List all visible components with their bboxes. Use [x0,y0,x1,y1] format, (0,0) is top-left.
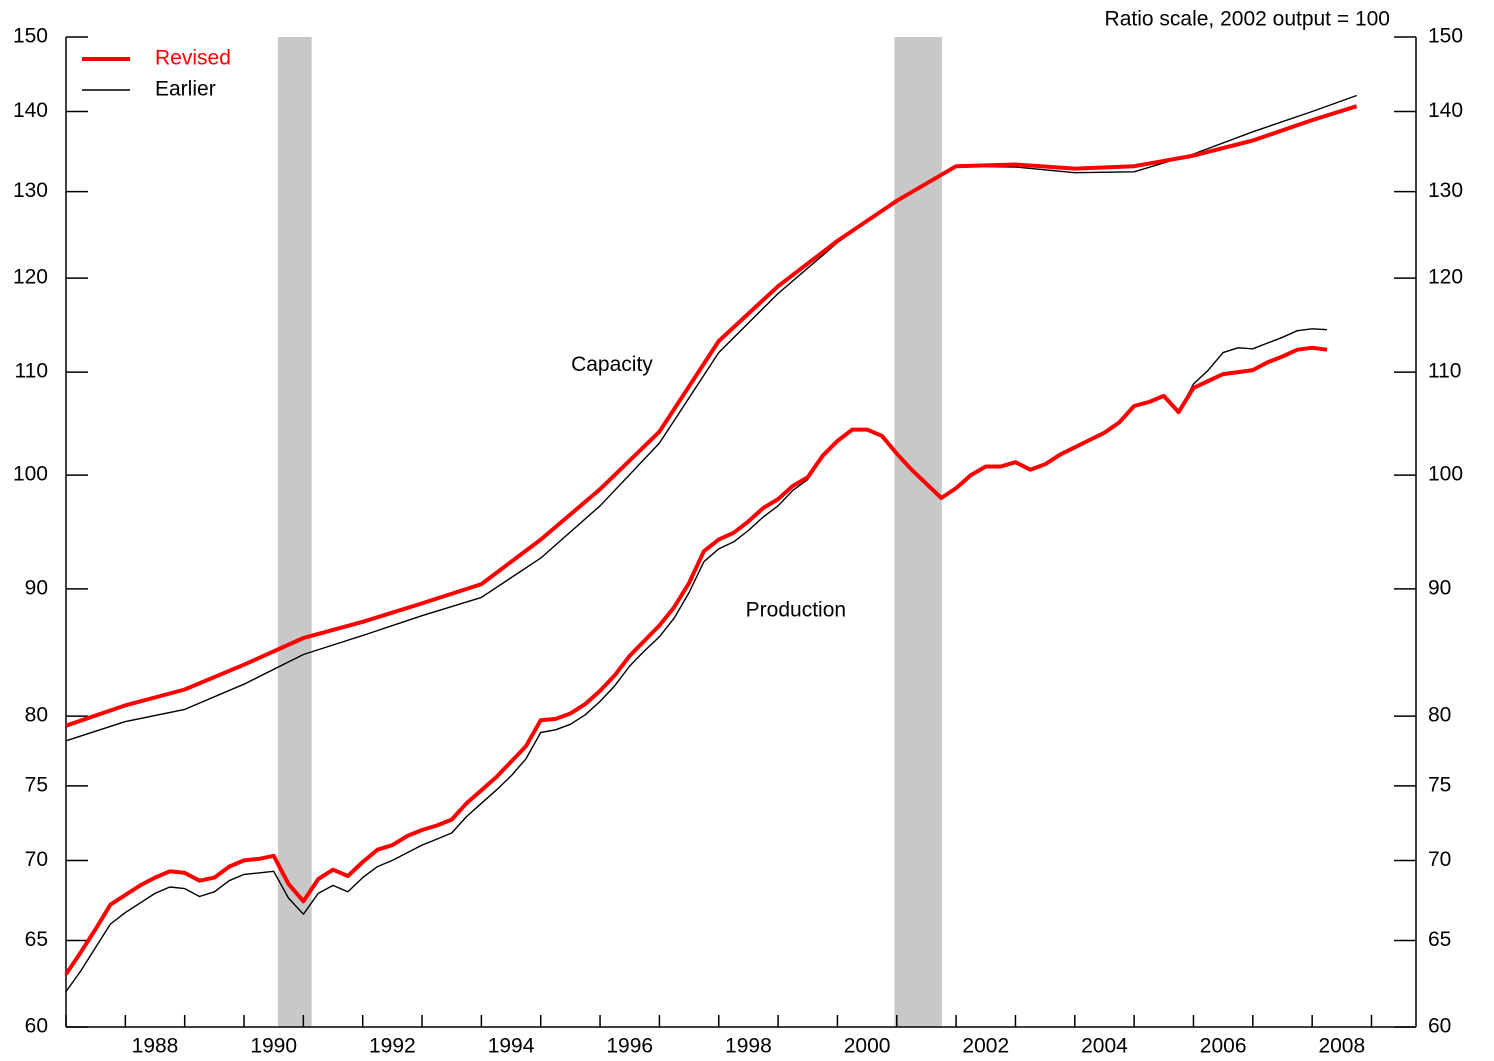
legend-label: Revised [155,47,231,70]
x-tick-label: 1992 [369,1035,416,1058]
recession-band [277,37,312,1027]
y2-tick-label: 130 [1428,179,1463,202]
y2-tick-label: 65 [1428,928,1451,951]
y-tick-label: 70 [25,848,48,871]
y2-tick-label: 80 [1428,704,1451,727]
x-tick-label: 1994 [488,1035,535,1058]
x-tick-label: 2008 [1318,1035,1365,1058]
y-tick-label: 100 [13,463,48,486]
annotation: Capacity [571,353,653,376]
series-line [65,104,1358,728]
y-tick-label: 90 [25,576,48,599]
annotation: Production [746,598,846,621]
x-tick-label: 1998 [725,1035,772,1058]
y2-tick-label: 90 [1428,576,1451,599]
y-tick-label: 150 [13,25,48,48]
y2-tick-label: 150 [1428,25,1463,48]
x-tick-label: 2002 [962,1035,1009,1058]
x-tick-label: 2006 [1200,1035,1247,1058]
y2-tick-label: 60 [1428,1015,1451,1038]
y-tick-label: 65 [25,928,48,951]
y2-tick-label: 75 [1428,773,1451,796]
x-tick-label: 1988 [132,1035,179,1058]
y2-tick-label: 140 [1428,99,1463,122]
recession-band [894,37,942,1027]
x-tick-label: 2000 [844,1035,891,1058]
y-tick-label: 140 [13,99,48,122]
x-tick-label: 1990 [250,1035,297,1058]
y-tick-label: 60 [25,1015,48,1038]
x-tick-label: 1996 [606,1035,653,1058]
y2-tick-label: 110 [1428,360,1461,383]
y2-tick-label: 70 [1428,848,1451,871]
y-tick-label: 130 [13,179,48,202]
y2-tick-label: 120 [1428,266,1463,289]
legend-label: Earlier [155,78,216,101]
y2-tick-label: 100 [1428,463,1463,486]
y-tick-label: 120 [13,266,48,289]
series-line [65,94,1357,742]
scale-note: Ratio scale, 2002 output = 100 [1105,8,1390,31]
series-line [64,345,1328,976]
y-tick-label: 75 [25,773,48,796]
y-tick-label: 80 [25,704,48,727]
y-tick-label: 110 [15,360,48,383]
x-tick-label: 2004 [1081,1035,1128,1058]
